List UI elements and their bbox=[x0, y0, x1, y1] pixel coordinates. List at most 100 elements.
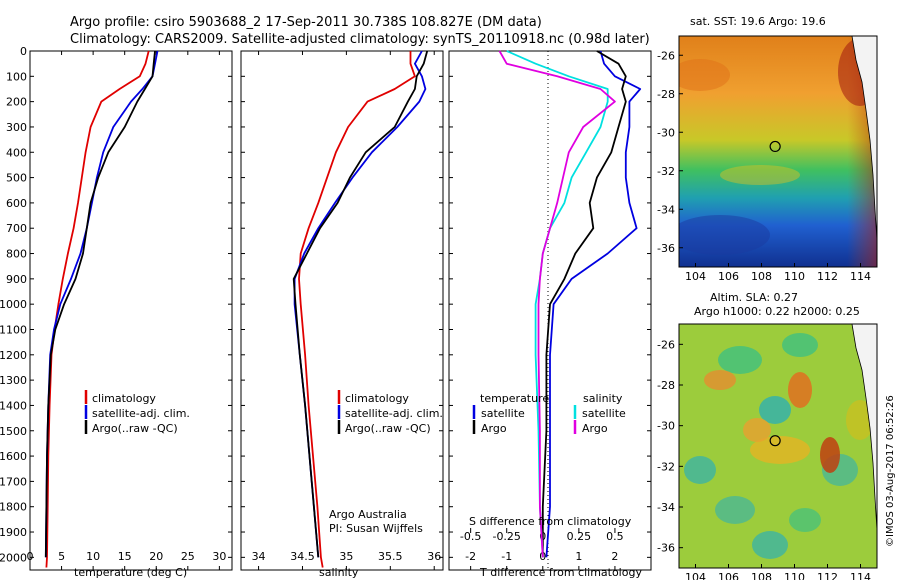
sst-lat-tick-label: -34 bbox=[657, 203, 675, 216]
depth-tick-label: 1100 bbox=[0, 323, 27, 336]
depth-tick-label: 300 bbox=[6, 121, 27, 134]
legend-label-argo: Argo(..raw -QC) bbox=[92, 422, 178, 435]
sst-lon-tick-label: 114 bbox=[850, 270, 871, 283]
figure-subtitle: Climatology: CARS2009. Satellite-adjuste… bbox=[70, 32, 650, 47]
legend-label-satellite: satellite-adj. clim. bbox=[345, 407, 443, 420]
t-diff-x-tick-label: 1 bbox=[575, 550, 582, 563]
depth-tick-label: 700 bbox=[6, 222, 27, 235]
sst-lat-tick-label: -32 bbox=[657, 165, 675, 178]
s-diff-x-tick-label: 0.25 bbox=[567, 530, 592, 543]
annotation-argo-australia: Argo Australia bbox=[329, 508, 407, 521]
depth-tick-label: 1800 bbox=[0, 501, 27, 514]
sla-lon-tick-label: 104 bbox=[685, 571, 706, 580]
profile-series bbox=[44, 50, 642, 568]
sst-lon-tick-label: 112 bbox=[817, 270, 838, 283]
depth-tick-label: 800 bbox=[6, 248, 27, 261]
sla-map-ticks: 104 106 108 110 112 114 -26 -28 -30 -32 -34 -36 bbox=[657, 338, 871, 580]
t-diff-x-tick-label: 2 bbox=[611, 550, 618, 563]
sla-lat-tick-label: -34 bbox=[657, 501, 675, 514]
sla-map-title: Altim. SLA: 0.27 bbox=[710, 291, 798, 304]
legend-title-salinity: salinity bbox=[583, 392, 623, 405]
sst-map-frame bbox=[678, 35, 878, 268]
depth-tick-label: 1000 bbox=[0, 298, 27, 311]
depth-tick-label: 0 bbox=[20, 45, 27, 58]
salinity-axes bbox=[240, 50, 444, 571]
salinity-x-tick-label: 34.5 bbox=[290, 550, 315, 563]
depth-tick-label: 1200 bbox=[0, 349, 27, 362]
temperature-series-argo-raw-qc bbox=[44, 50, 156, 558]
depth-tick-label: 1400 bbox=[0, 399, 27, 412]
s-difference-xlabel: S difference from climatology bbox=[469, 515, 632, 528]
salinity-series-argo-raw-qc bbox=[292, 50, 429, 558]
depth-tick-label: 500 bbox=[6, 172, 27, 185]
t-difference-xlabel: T difference from climatology bbox=[479, 566, 642, 579]
temperature-x-tick-label: 20 bbox=[149, 550, 163, 563]
sst-lat-tick-label: -26 bbox=[657, 49, 675, 62]
legend-label-s-argo: Argo bbox=[582, 422, 608, 435]
sla-map-frame bbox=[678, 323, 878, 569]
sst-lat-tick-label: -28 bbox=[657, 88, 675, 101]
legend-label-s-satellite: satellite bbox=[582, 407, 626, 420]
sla-lat-tick-label: -26 bbox=[657, 338, 675, 351]
sla-lat-tick-label: -28 bbox=[657, 379, 675, 392]
legend-label-t-argo: Argo bbox=[481, 422, 507, 435]
depth-tick-label: 1300 bbox=[0, 374, 27, 387]
s-diff-x-tick-label: -0.5 bbox=[460, 530, 481, 543]
s-diff-x-tick-label: -0.25 bbox=[492, 530, 520, 543]
sst-map-ticks: 104 106 108 110 112 114 -26 -28 -30 -32 -34 -36 bbox=[657, 49, 871, 283]
sla-map-subtitle: Argo h1000: 0.22 h2000: 0.25 bbox=[694, 305, 860, 318]
temperature-series-climatology bbox=[45, 50, 150, 568]
figure-title: Argo profile: csiro 5903688_2 17-Sep-201… bbox=[70, 15, 542, 30]
depth-tick-label: 1600 bbox=[0, 450, 27, 463]
sla-map-field bbox=[679, 324, 877, 568]
salinity-x-tick-label: 36 bbox=[427, 550, 441, 563]
sla-lon-tick-label: 106 bbox=[718, 571, 739, 580]
legend-title-temperature: temperature bbox=[480, 392, 549, 405]
legend-label-satellite: satellite-adj. clim. bbox=[92, 407, 190, 420]
depth-tick-label: 600 bbox=[6, 197, 27, 210]
legend-label-t-satellite: satellite bbox=[481, 407, 525, 420]
salinity-difference-series-satellite bbox=[506, 50, 609, 558]
argo-location-marker bbox=[769, 140, 781, 153]
sla-lon-tick-label: 114 bbox=[850, 571, 871, 580]
legend-label-argo: Argo(..raw -QC) bbox=[345, 422, 431, 435]
sst-map-field bbox=[679, 36, 877, 267]
sst-lon-tick-label: 106 bbox=[718, 270, 739, 283]
temperature-x-tick-label: 15 bbox=[118, 550, 132, 563]
t-diff-x-tick-label: -2 bbox=[465, 550, 476, 563]
t-diff-x-tick-label: -1 bbox=[501, 550, 512, 563]
sst-lon-tick-label: 108 bbox=[751, 270, 772, 283]
depth-tick-label: 1500 bbox=[0, 425, 27, 438]
annotation-pi: PI: Susan Wijffels bbox=[329, 522, 423, 535]
sla-lat-tick-label: -30 bbox=[657, 420, 675, 433]
salinity-x-tick-label: 35.5 bbox=[378, 550, 403, 563]
sst-lon-tick-label: 104 bbox=[685, 270, 706, 283]
sla-lat-tick-label: -32 bbox=[657, 460, 675, 473]
temperature-legend: climatology satellite-adj. clim. Argo(..… bbox=[84, 390, 190, 435]
salinity-series-climatology bbox=[298, 51, 416, 568]
sst-lat-tick-label: -30 bbox=[657, 126, 675, 139]
salinity-legend: climatology satellite-adj. clim. Argo(..… bbox=[329, 390, 443, 535]
difference-legend: temperature salinity satellite Argo sate… bbox=[472, 392, 626, 435]
temperature-x-tick-label: 10 bbox=[86, 550, 100, 563]
salinity-x-tick-label: 35 bbox=[339, 550, 353, 563]
sst-lon-tick-label: 110 bbox=[784, 270, 805, 283]
sla-lat-tick-label: -36 bbox=[657, 542, 675, 555]
s-diff-x-tick-label: 0.5 bbox=[606, 530, 624, 543]
sla-lon-tick-label: 112 bbox=[817, 571, 838, 580]
depth-tick-label: 1700 bbox=[0, 475, 27, 488]
legend-label-climatology: climatology bbox=[345, 392, 409, 405]
temperature-x-tick-label: 30 bbox=[212, 550, 226, 563]
depth-tick-label: 900 bbox=[6, 273, 27, 286]
depth-tick-label: 1900 bbox=[0, 526, 27, 539]
sst-lat-tick-label: -36 bbox=[657, 242, 675, 255]
temperature-axes bbox=[29, 50, 233, 571]
temperature-difference-series-satellite bbox=[545, 50, 642, 558]
salinity-xlabel: salinity bbox=[319, 566, 359, 579]
temperature-difference-series-argo bbox=[541, 50, 627, 558]
depth-tick-label: 400 bbox=[6, 146, 27, 159]
depth-tick-label: 100 bbox=[6, 70, 27, 83]
temperature-x-tick-label: 5 bbox=[58, 550, 65, 563]
imos-credit: ©IMOS 03-Aug-2017 06:52:26 bbox=[885, 395, 896, 547]
